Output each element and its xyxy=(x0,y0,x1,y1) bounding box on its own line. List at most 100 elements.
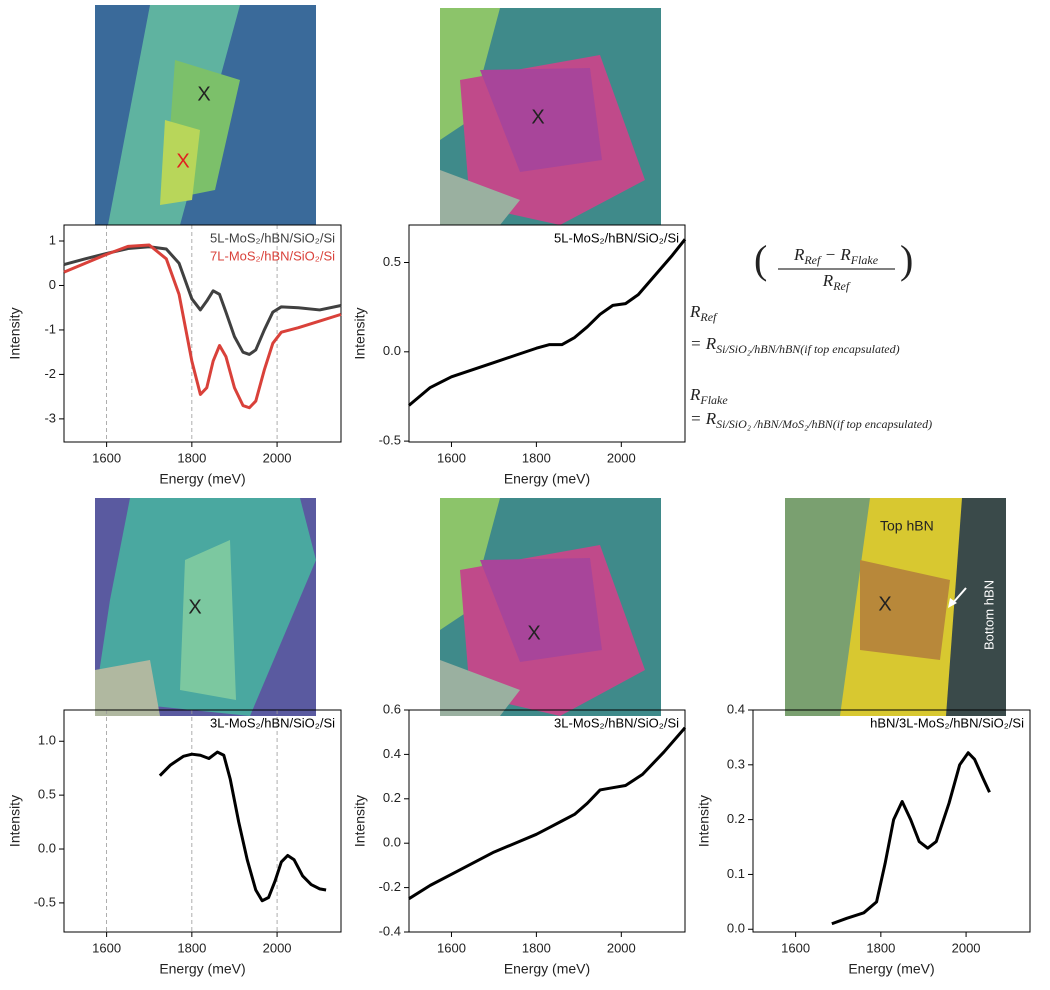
subscript: Flake xyxy=(699,393,728,407)
x-tick-label: 1800 xyxy=(177,450,206,465)
y-tick-label: -0.5 xyxy=(379,433,401,448)
y-tick-label: 0.3 xyxy=(727,756,745,771)
x-axis-label: Energy (meV) xyxy=(848,961,934,977)
x-tick-label: 2000 xyxy=(263,450,292,465)
y-tick-label: -3 xyxy=(44,410,56,425)
y-tick-label: -1 xyxy=(44,321,56,336)
micrograph: Top hBN X Bottom hBN xyxy=(785,498,1006,716)
x-tick-label: 1800 xyxy=(177,940,206,955)
plot-frame xyxy=(63,224,342,443)
image-label: Bottom hBN xyxy=(981,580,996,650)
formula-part: R xyxy=(689,385,701,404)
line-series xyxy=(408,726,687,900)
y-tick-label: 0.0 xyxy=(727,921,745,936)
legend-label: 3L-MoS₂/hBN/SiO₂/Si xyxy=(210,715,335,730)
y-tick-label: -2 xyxy=(44,366,56,381)
x-tick-label: 1600 xyxy=(92,940,121,955)
y-axis-label: Intensity xyxy=(7,795,23,847)
y-tick-label: 0.2 xyxy=(727,811,745,826)
line-series xyxy=(408,238,687,407)
subscript: Si/SiO₂ /hBN/MoS₂/hBN(if top encapsulate… xyxy=(716,417,932,431)
y-axis-label: Intensity xyxy=(352,307,368,359)
formula-text: RRef xyxy=(822,271,851,293)
x-axis-label: Energy (meV) xyxy=(504,961,590,977)
formula-part: R xyxy=(689,302,701,321)
y-tick-label: -0.2 xyxy=(379,879,401,894)
y-tick-label: -0.5 xyxy=(34,894,56,909)
x-tick-label: 1600 xyxy=(92,450,121,465)
y-tick-label: 0.0 xyxy=(38,840,56,855)
subscript: Si/SiO₂/hBN/hBN(if top encapsulated) xyxy=(716,342,900,356)
x-axis-label: Energy (meV) xyxy=(159,471,245,487)
x-tick-label: 1600 xyxy=(437,450,466,465)
svg-text:(: ( xyxy=(754,237,767,282)
svg-text:): ) xyxy=(900,237,913,282)
y-tick-label: 0.4 xyxy=(727,701,745,716)
y-tick-label: 0.4 xyxy=(383,746,401,761)
formula-text: RFlake xyxy=(689,385,728,407)
formula-part: R xyxy=(793,245,805,264)
y-tick-label: 0.1 xyxy=(727,866,745,881)
image-label: Top hBN xyxy=(880,518,934,534)
marker: X xyxy=(878,593,891,615)
plot-frame xyxy=(408,224,686,443)
marker: X xyxy=(188,596,201,618)
x-tick-label: 1600 xyxy=(781,940,810,955)
legend-label: 5L-MoS₂/hBN/SiO₂/Si xyxy=(554,230,679,245)
y-tick-label: 0.2 xyxy=(383,790,401,805)
formula-part: R xyxy=(822,271,834,290)
micrograph: X xyxy=(440,8,661,225)
formula-text: RRef xyxy=(689,302,718,324)
y-axis-label: Intensity xyxy=(696,795,712,847)
legend-label: 7L-MoS₂/hBN/SiO₂/Si xyxy=(210,248,335,263)
micrograph: X X xyxy=(95,5,316,225)
y-tick-label: 0.0 xyxy=(383,835,401,850)
x-tick-label: 1800 xyxy=(522,940,551,955)
subscript: Ref xyxy=(832,279,851,293)
line-series xyxy=(158,750,327,903)
formula-text: = RSi/SiO₂ /hBN/MoS₂/hBN(if top encapsul… xyxy=(690,409,932,431)
y-tick-label: 1 xyxy=(49,232,56,247)
formula-text: = RSi/SiO₂/hBN/hBN(if top encapsulated) xyxy=(690,334,900,356)
plot-frame xyxy=(408,709,686,933)
y-tick-label: 1.0 xyxy=(38,733,56,748)
x-tick-label: 2000 xyxy=(952,940,981,955)
x-tick-label: 2000 xyxy=(607,450,636,465)
y-tick-label: 0 xyxy=(49,277,56,292)
marker: X xyxy=(527,622,540,644)
subscript: Ref xyxy=(699,310,718,324)
plot-frame xyxy=(752,709,1031,933)
formula-part: − R xyxy=(820,245,851,264)
x-tick-label: 2000 xyxy=(263,940,292,955)
line-series xyxy=(63,245,342,356)
y-tick-label: 0.5 xyxy=(383,254,401,269)
line-series xyxy=(63,243,342,410)
x-axis-label: Energy (meV) xyxy=(159,961,245,977)
legend-label: 5L-MoS₂/hBN/SiO₂/Si xyxy=(210,230,335,245)
micrograph: X xyxy=(440,498,661,716)
y-axis-label: Intensity xyxy=(7,307,23,359)
marker: X xyxy=(197,83,210,105)
y-tick-label: 0.6 xyxy=(383,701,401,716)
micrograph: X xyxy=(95,498,316,716)
marker: X xyxy=(176,150,189,172)
x-tick-label: 2000 xyxy=(607,940,636,955)
formula-text: RRef − RFlake xyxy=(793,245,879,267)
subscript: Flake xyxy=(850,253,879,267)
y-tick-label: -0.4 xyxy=(379,923,401,938)
formula-part: = R xyxy=(690,409,717,428)
line-series xyxy=(831,751,991,926)
x-axis-label: Energy (meV) xyxy=(504,471,590,487)
y-tick-label: 0.0 xyxy=(383,343,401,358)
formula-part: = R xyxy=(690,334,717,353)
legend-label: 3L-MoS₂/hBN/SiO₂/Si xyxy=(554,715,679,730)
x-tick-label: 1800 xyxy=(866,940,895,955)
marker: X xyxy=(531,106,544,128)
subscript: Ref xyxy=(803,253,822,267)
plot-frame xyxy=(63,709,342,933)
x-tick-label: 1600 xyxy=(437,940,466,955)
x-tick-label: 1800 xyxy=(522,450,551,465)
y-axis-label: Intensity xyxy=(352,795,368,847)
